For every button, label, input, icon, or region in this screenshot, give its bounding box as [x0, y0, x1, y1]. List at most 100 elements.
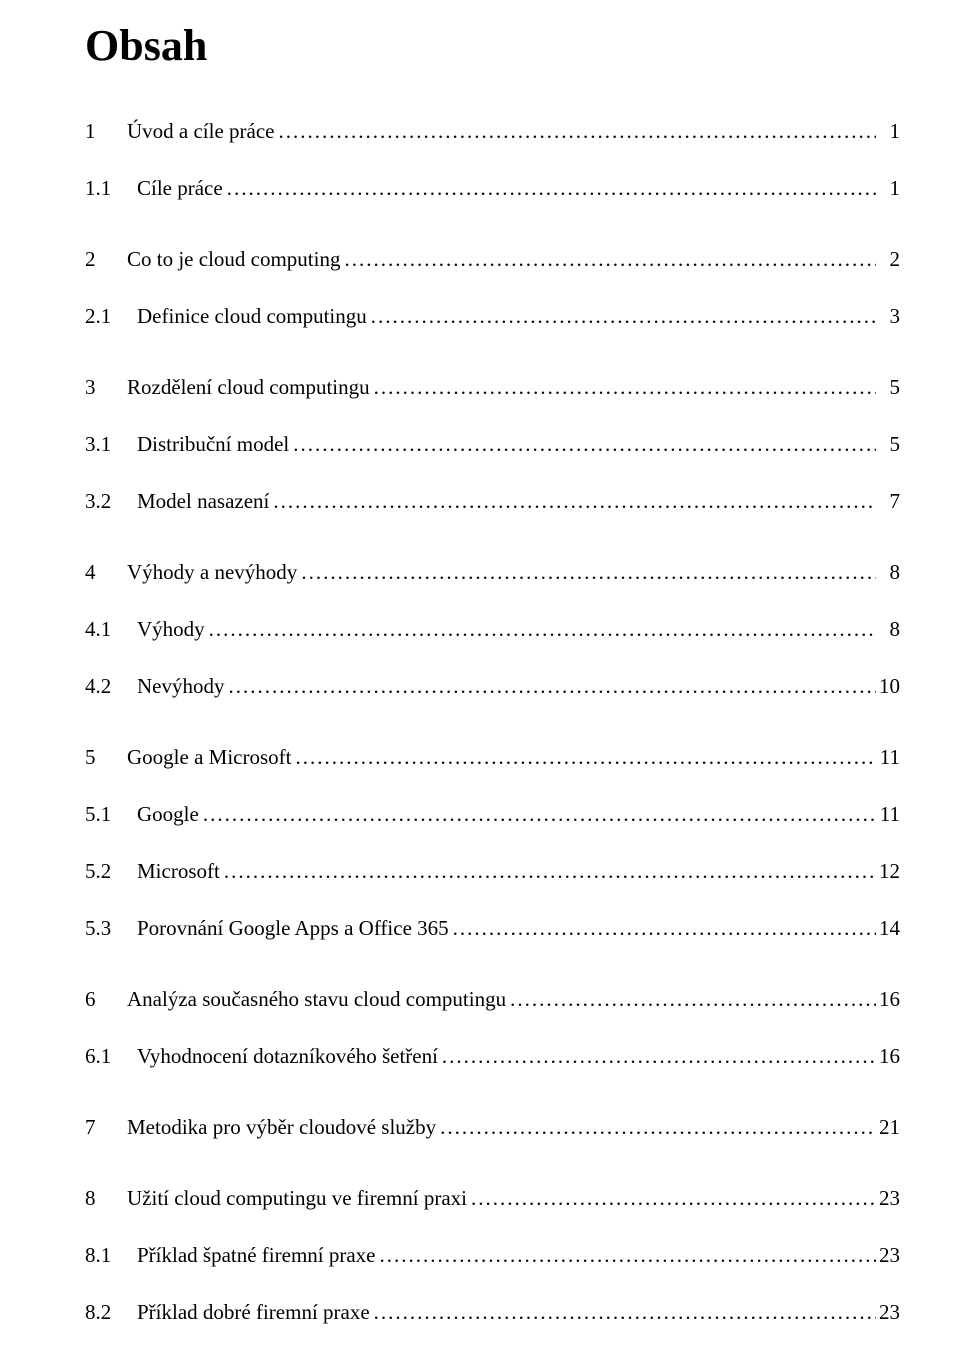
toc-entry-page: 23: [876, 1188, 900, 1209]
toc-entry-label: Definice cloud computingu: [137, 306, 367, 327]
toc-entry-number: 4.2: [85, 676, 137, 697]
toc-entry: 8.1Příklad špatné firemní praxe.........…: [85, 1245, 900, 1266]
toc-leader-dots: ........................................…: [289, 434, 876, 455]
toc-entry: 5Google a Microsoft.....................…: [85, 747, 900, 768]
toc-entry-page: 1: [876, 121, 900, 142]
toc-leader-dots: ........................................…: [223, 178, 876, 199]
toc-entry-number: 5.2: [85, 861, 137, 882]
page-title: Obsah: [85, 20, 900, 71]
toc-entry: 5.3Porovnání Google Apps a Office 365...…: [85, 918, 900, 939]
toc-entry: 5.1Google...............................…: [85, 804, 900, 825]
toc-leader-dots: ........................................…: [220, 861, 876, 882]
toc-entry-page: 16: [876, 989, 900, 1010]
toc-entry-number: 8: [85, 1188, 127, 1209]
toc-entry-label: Cíle práce: [137, 178, 223, 199]
toc-entry-page: 11: [876, 747, 900, 768]
toc-entry-page: 23: [876, 1302, 900, 1323]
toc-entry: 2Co to je cloud computing...............…: [85, 249, 900, 270]
toc-entry-page: 11: [876, 804, 900, 825]
toc-entry-label: Příklad špatné firemní praxe: [137, 1245, 376, 1266]
toc-entry-page: 5: [876, 434, 900, 455]
toc-entry-page: 8: [876, 619, 900, 640]
toc-entry-number: 8.2: [85, 1302, 137, 1323]
toc-leader-dots: ........................................…: [376, 1245, 876, 1266]
toc-entry-label: Porovnání Google Apps a Office 365: [137, 918, 449, 939]
toc-entry-number: 6.1: [85, 1046, 137, 1067]
toc-entry: 6.1Vyhodnocení dotazníkového šetření....…: [85, 1046, 900, 1067]
toc-leader-dots: ........................................…: [370, 377, 876, 398]
page: Obsah 1Úvod a cíle práce................…: [0, 0, 960, 1356]
toc-entry: 7Metodika pro výběr cloudové služby.....…: [85, 1117, 900, 1138]
toc-entry-label: Microsoft: [137, 861, 220, 882]
toc-entry-number: 3.2: [85, 491, 137, 512]
toc-entry-label: Výhody: [137, 619, 205, 640]
toc-entry-page: 2: [876, 249, 900, 270]
toc-leader-dots: ........................................…: [297, 562, 876, 583]
toc-entry-page: 10: [876, 676, 900, 697]
toc-entry-number: 6: [85, 989, 127, 1010]
toc-entry-number: 5: [85, 747, 127, 768]
toc-leader-dots: ........................................…: [199, 804, 876, 825]
toc-leader-dots: ........................................…: [205, 619, 876, 640]
toc-leader-dots: ........................................…: [506, 989, 876, 1010]
toc-leader-dots: ........................................…: [269, 491, 876, 512]
toc-leader-dots: ........................................…: [275, 121, 876, 142]
toc-entry: 4.2Nevýhody.............................…: [85, 676, 900, 697]
toc-leader-dots: ........................................…: [467, 1188, 876, 1209]
toc-entry-label: Úvod a cíle práce: [127, 121, 275, 142]
toc-entry-label: Rozdělení cloud computingu: [127, 377, 370, 398]
toc-entry: 2.1Definice cloud computingu............…: [85, 306, 900, 327]
toc-entry-label: Nevýhody: [137, 676, 225, 697]
toc-entry-number: 5.1: [85, 804, 137, 825]
toc-entry-number: 8.1: [85, 1245, 137, 1266]
toc-entry-label: Výhody a nevýhody: [127, 562, 297, 583]
toc-leader-dots: ........................................…: [436, 1117, 876, 1138]
toc-entry-label: Příklad dobré firemní praxe: [137, 1302, 370, 1323]
toc-entry: 4.1Výhody...............................…: [85, 619, 900, 640]
toc-leader-dots: ........................................…: [367, 306, 876, 327]
toc-entry: 8Užití cloud computingu ve firemní praxi…: [85, 1188, 900, 1209]
toc-entry: 3.1Distribuční model....................…: [85, 434, 900, 455]
toc-entry-number: 7: [85, 1117, 127, 1138]
toc-entry-page: 5: [876, 377, 900, 398]
toc-entry-number: 4: [85, 562, 127, 583]
toc-entry-number: 3: [85, 377, 127, 398]
toc-entry-number: 1: [85, 121, 127, 142]
toc-entry-page: 23: [876, 1245, 900, 1266]
toc-entry: 6Analýza současného stavu cloud computin…: [85, 989, 900, 1010]
toc-entry: 3.2Model nasazení.......................…: [85, 491, 900, 512]
toc-container: 1Úvod a cíle práce......................…: [85, 121, 900, 1323]
toc-entry-number: 1.1: [85, 178, 137, 199]
toc-entry-label: Metodika pro výběr cloudové služby: [127, 1117, 436, 1138]
toc-entry-label: Co to je cloud computing: [127, 249, 340, 270]
toc-entry-page: 8: [876, 562, 900, 583]
toc-entry: 4Výhody a nevýhody......................…: [85, 562, 900, 583]
toc-entry: 1.1Cíle práce...........................…: [85, 178, 900, 199]
toc-entry: 5.2Microsoft............................…: [85, 861, 900, 882]
toc-entry-label: Model nasazení: [137, 491, 269, 512]
toc-entry-label: Vyhodnocení dotazníkového šetření: [137, 1046, 438, 1067]
toc-entry-label: Analýza současného stavu cloud computing…: [127, 989, 506, 1010]
toc-leader-dots: ........................................…: [438, 1046, 876, 1067]
toc-entry: 8.2Příklad dobré firemní praxe..........…: [85, 1302, 900, 1323]
toc-entry-label: Distribuční model: [137, 434, 289, 455]
toc-entry-number: 3.1: [85, 434, 137, 455]
toc-entry-page: 12: [876, 861, 900, 882]
toc-leader-dots: ........................................…: [340, 249, 876, 270]
toc-leader-dots: ........................................…: [449, 918, 876, 939]
toc-entry-page: 3: [876, 306, 900, 327]
toc-entry-number: 2: [85, 249, 127, 270]
toc-entry-page: 7: [876, 491, 900, 512]
toc-entry-label: Google: [137, 804, 199, 825]
toc-entry-number: 4.1: [85, 619, 137, 640]
toc-entry-number: 2.1: [85, 306, 137, 327]
toc-entry-page: 1: [876, 178, 900, 199]
toc-entry-label: Užití cloud computingu ve firemní praxi: [127, 1188, 467, 1209]
toc-entry-number: 5.3: [85, 918, 137, 939]
toc-leader-dots: ........................................…: [370, 1302, 876, 1323]
toc-entry: 3Rozdělení cloud computingu.............…: [85, 377, 900, 398]
toc-entry-label: Google a Microsoft: [127, 747, 291, 768]
toc-leader-dots: ........................................…: [225, 676, 877, 697]
toc-leader-dots: ........................................…: [291, 747, 876, 768]
toc-entry-page: 16: [876, 1046, 900, 1067]
